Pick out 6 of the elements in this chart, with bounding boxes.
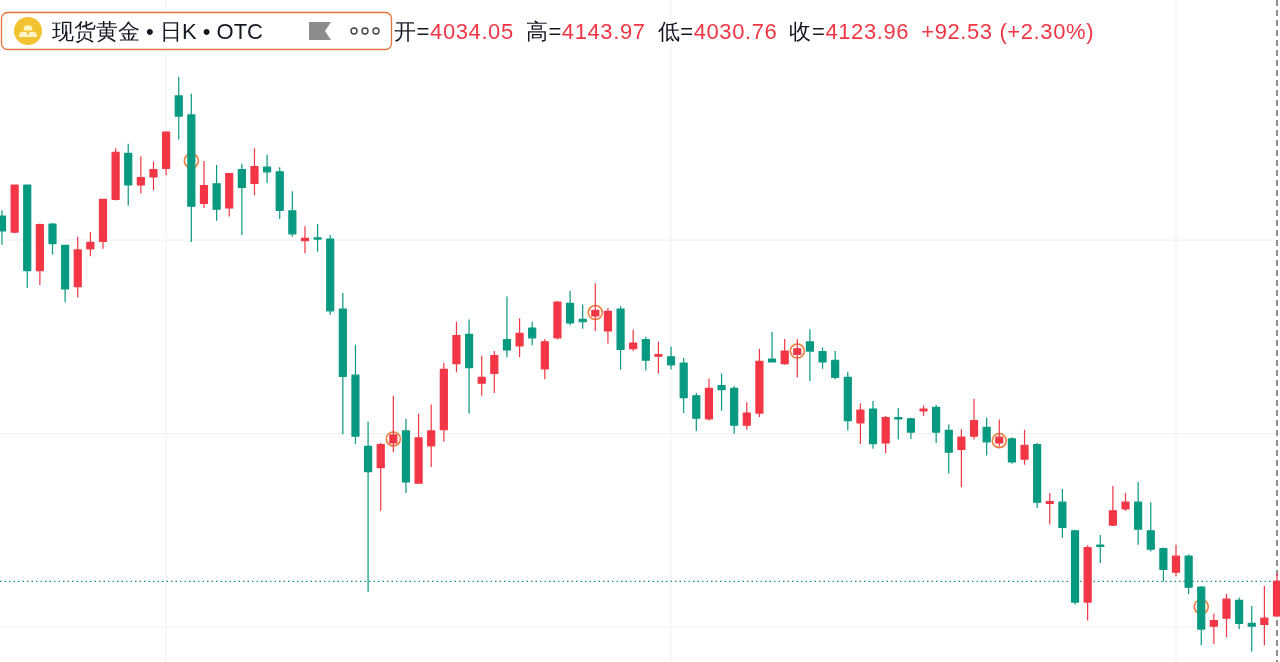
annotation: 收=4123.96 bbox=[789, 19, 910, 44]
annotation: 高=4143.97 bbox=[525, 19, 646, 44]
annotation: 开=4034.05 bbox=[394, 19, 514, 44]
title: 现货黄金 • 日K • OTC bbox=[52, 19, 263, 44]
annotation: 低=4030.76 bbox=[657, 19, 778, 44]
annotation: +92.53 (+2.30%) bbox=[921, 19, 1095, 44]
